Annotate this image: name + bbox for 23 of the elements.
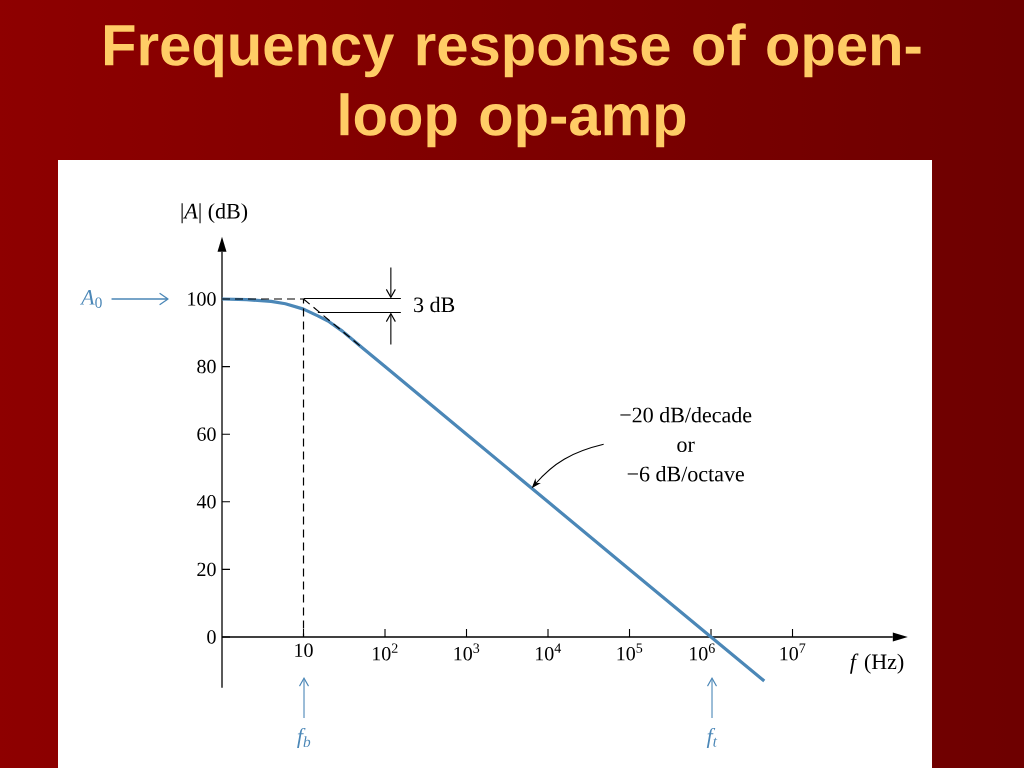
- x-axis-title: f (Hz): [850, 653, 904, 674]
- annotation: 3 dB: [414, 296, 455, 313]
- x-tick-label: 10$^{6}$: [690, 643, 715, 661]
- text: f$_{b}$: [297, 727, 311, 749]
- x-tick-label: 10$^{2}$: [373, 643, 398, 661]
- y-tick-label: 100: [188, 292, 216, 306]
- x-tick-label: 10: [295, 643, 313, 658]
- x-tick-label: 10$^{3}$: [454, 643, 480, 661]
- y-tick-label: 80: [197, 359, 216, 374]
- y-axis-title: |A| (dB): [181, 203, 248, 224]
- y-tick-label: 60: [197, 427, 216, 441]
- y-tick-label: 40: [196, 495, 216, 509]
- annotation: −6 dB/octave: [627, 466, 744, 482]
- annotation: −20 dB/decade: [620, 407, 752, 423]
- text: f$_{t}$: [706, 727, 718, 749]
- y-tick-label: 20: [197, 562, 216, 577]
- text: A$_{0}$: [79, 290, 102, 308]
- annotation: or: [677, 441, 695, 452]
- chart-title: Frequency response of open-loop op-amp: [104, 23, 921, 148]
- x-tick-label: 10$^{4}$: [536, 643, 562, 661]
- x-tick-label: 10$^{5}$: [617, 643, 643, 661]
- y-tick-label: 0: [207, 630, 216, 644]
- x-tick-label: 10$^{7}$: [780, 643, 806, 661]
